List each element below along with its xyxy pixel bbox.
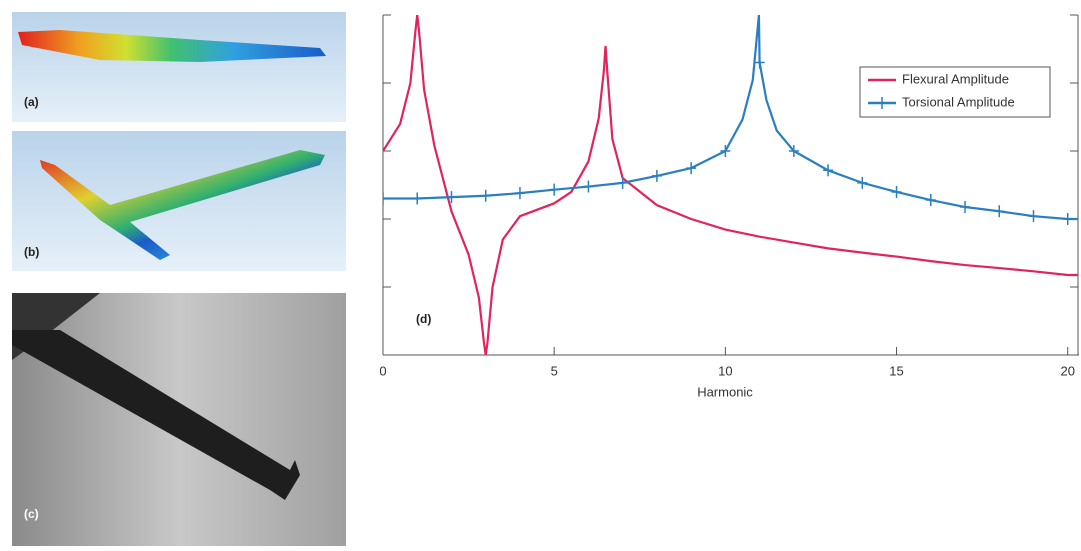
marker [618,177,628,189]
marker [481,190,491,202]
marker [412,193,422,205]
marker [686,162,696,174]
panel-label: (b) [24,245,39,259]
panel-label: (a) [24,95,39,109]
panel-c: (c) [12,293,346,546]
panel-b: (b) [12,131,346,271]
legend-label: Torsional Amplitude [902,94,1015,109]
x-tick-label: 10 [718,363,732,378]
x-tick-label: 5 [551,363,558,378]
chart: Harmonic (d) 0 5 10 15 20 Flexural Amplitude T… [378,15,1079,399]
panel-label: (c) [24,507,39,521]
figure: (a) (b) (c) Harmonic (d) 0 5 10 15 20 Flexura… [0,0,1081,546]
marker [549,184,559,196]
marker [378,193,388,205]
x-axis-label: Harmonic [697,384,753,399]
annotation: (d) [416,312,431,326]
panel-a: (a) [12,12,346,122]
marker [1063,213,1073,225]
marker [652,170,662,182]
marker [755,57,765,69]
marker [892,186,902,198]
marker [926,194,936,206]
marker [960,201,970,213]
x-tick-label: 20 [1060,363,1074,378]
plot-area [378,15,1078,355]
marker [823,164,833,176]
marker [583,181,593,193]
marker [994,205,1004,217]
x-tick-label: 0 [379,363,386,378]
legend-label: Flexural Amplitude [902,71,1009,86]
series-line [383,15,1078,355]
marker [515,187,525,199]
marker [857,177,867,189]
x-tick-label: 15 [889,363,903,378]
marker [1028,210,1038,222]
